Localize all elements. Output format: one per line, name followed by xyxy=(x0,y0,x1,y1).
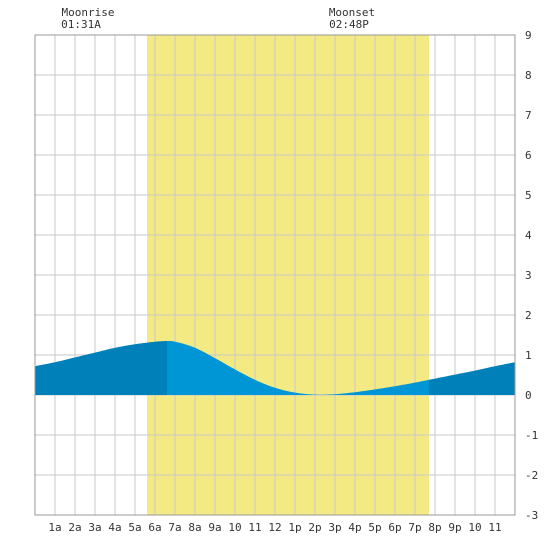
x-tick-label: 4a xyxy=(108,521,121,534)
moonset-time: 02:48P xyxy=(329,18,369,31)
x-tick-label: 11 xyxy=(248,521,261,534)
y-tick-label: 5 xyxy=(525,189,532,202)
moonrise-label: Moonrise xyxy=(62,6,115,19)
tide-area-night-evening xyxy=(429,362,515,395)
x-tick-label: 9p xyxy=(448,521,461,534)
y-tick-label: 4 xyxy=(525,229,532,242)
y-tick-label: -2 xyxy=(525,469,538,482)
x-tick-label: 9a xyxy=(208,521,221,534)
x-tick-label: 7a xyxy=(168,521,181,534)
y-tick-label: 3 xyxy=(525,269,532,282)
x-tick-label: 7p xyxy=(408,521,421,534)
x-tick-label: 3a xyxy=(88,521,101,534)
x-tick-label: 3p xyxy=(328,521,341,534)
x-tick-label: 12 xyxy=(268,521,281,534)
y-tick-label: 2 xyxy=(525,309,532,322)
x-tick-label: 10 xyxy=(228,521,241,534)
x-tick-label: 5a xyxy=(128,521,141,534)
x-tick-label: 8a xyxy=(188,521,201,534)
y-tick-label: 9 xyxy=(525,29,532,42)
x-tick-label: 2p xyxy=(308,521,321,534)
y-tick-label: 8 xyxy=(525,69,532,82)
x-tick-label: 5p xyxy=(368,521,381,534)
tide-area-day xyxy=(167,340,429,395)
y-tick-label: 6 xyxy=(525,149,532,162)
plot-frame xyxy=(34,34,516,516)
x-tick-label: 1p xyxy=(288,521,301,534)
y-tick-label: -1 xyxy=(525,429,538,442)
x-tick-label: 6a xyxy=(148,521,161,534)
x-tick-label: 4p xyxy=(348,521,361,534)
moonset-label: Moonset xyxy=(329,6,375,19)
x-tick-label: 11 xyxy=(488,521,501,534)
y-tick-label: 7 xyxy=(525,109,532,122)
grid-layer xyxy=(35,35,515,515)
x-tick-label: 10 xyxy=(468,521,481,534)
tide-series-layer xyxy=(35,340,515,395)
x-tick-label: 8p xyxy=(428,521,441,534)
y-tick-label: -3 xyxy=(525,509,538,522)
axis-labels-layer: 1a 2a 3a 4a 5a 6a 7a 8a 9a 10 11 12 1p 2p 3p 4p 5p 6p 7p 8p… xyxy=(48,29,538,534)
x-tick-label: 1a xyxy=(48,521,61,534)
moonrise-time: 01:31A xyxy=(61,18,101,31)
tide-area-night-morning xyxy=(35,341,167,395)
x-tick-label: 6p xyxy=(388,521,401,534)
y-tick-label: 1 xyxy=(525,349,532,362)
y-tick-label: 0 xyxy=(525,389,532,402)
x-tick-label: 2a xyxy=(68,521,81,534)
